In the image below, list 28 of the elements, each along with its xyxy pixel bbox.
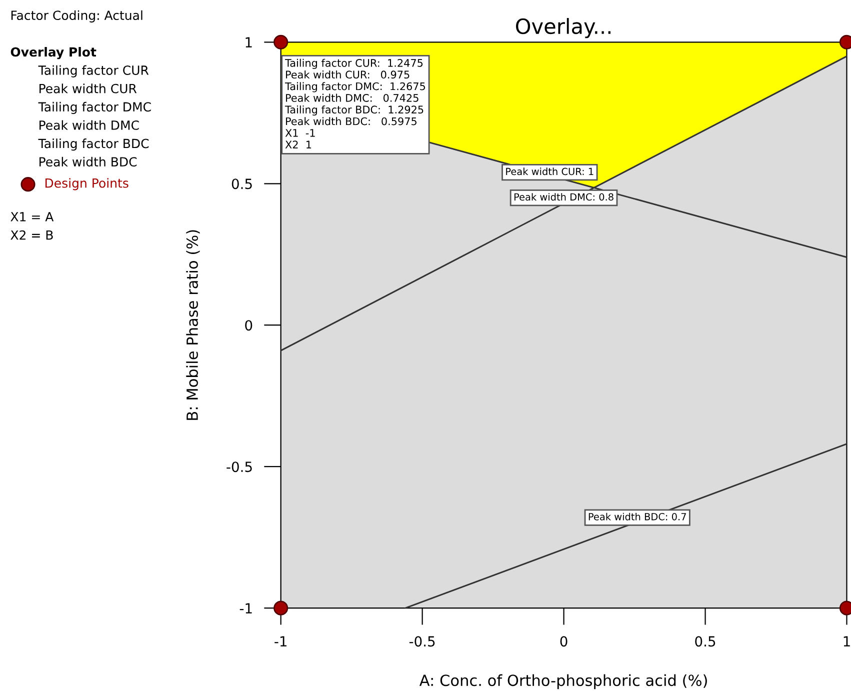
y-tick-label: 1	[246, 37, 252, 48]
x-tick-label: -1	[274, 636, 286, 646]
y-tick-label: 0	[245, 320, 252, 331]
annotation: Peak width DMC: 0.8	[514, 193, 614, 201]
x-tick-label: -0.5	[409, 636, 435, 647]
text: Peak width CUR	[40, 84, 137, 94]
x-tick-label: 1	[844, 636, 850, 646]
text: Tailing factor CUR	[38, 65, 149, 78]
annotation: Tailing factor CUR: 1.2475 Peak width CUR: 0.975 Tailing factor DMC: 1.2675 Peak width DMC: 0.7425 Tailing factor BDC: 1.2925 Peak width BDC: 0.5975 X1 -1 X2 1	[284, 58, 426, 148]
annotation: Peak width BDC: 0.7	[588, 512, 686, 520]
y-tick-label: -0.5	[226, 462, 252, 472]
text: X2 = B	[10, 230, 53, 240]
y-axis-title: B: Mobile Phase ratio (%)	[186, 230, 200, 420]
text: Peak width BDC	[40, 156, 137, 167]
y-tick-label: 0.5	[232, 178, 252, 190]
y-tick-label: -1	[240, 603, 252, 614]
text: Tailing factor DMC	[38, 102, 151, 114]
chart-title: Overlay...	[516, 18, 610, 38]
text: Overlay Plot	[10, 46, 96, 60]
text: Factor Coding: Actual	[11, 10, 142, 22]
text: X1 = A	[10, 212, 54, 222]
x-axis-title: A: Conc. of Ortho-phosphoric acid (%)	[419, 674, 707, 690]
text: Tailing factor BDC	[38, 138, 149, 151]
annotation: Peak width CUR: 1	[506, 168, 594, 176]
legend-label: Design Points	[45, 178, 128, 190]
text: Peak width DMC	[40, 120, 139, 130]
x-tick-label: 0.5	[695, 636, 716, 647]
x-tick-label: 0	[560, 636, 568, 647]
